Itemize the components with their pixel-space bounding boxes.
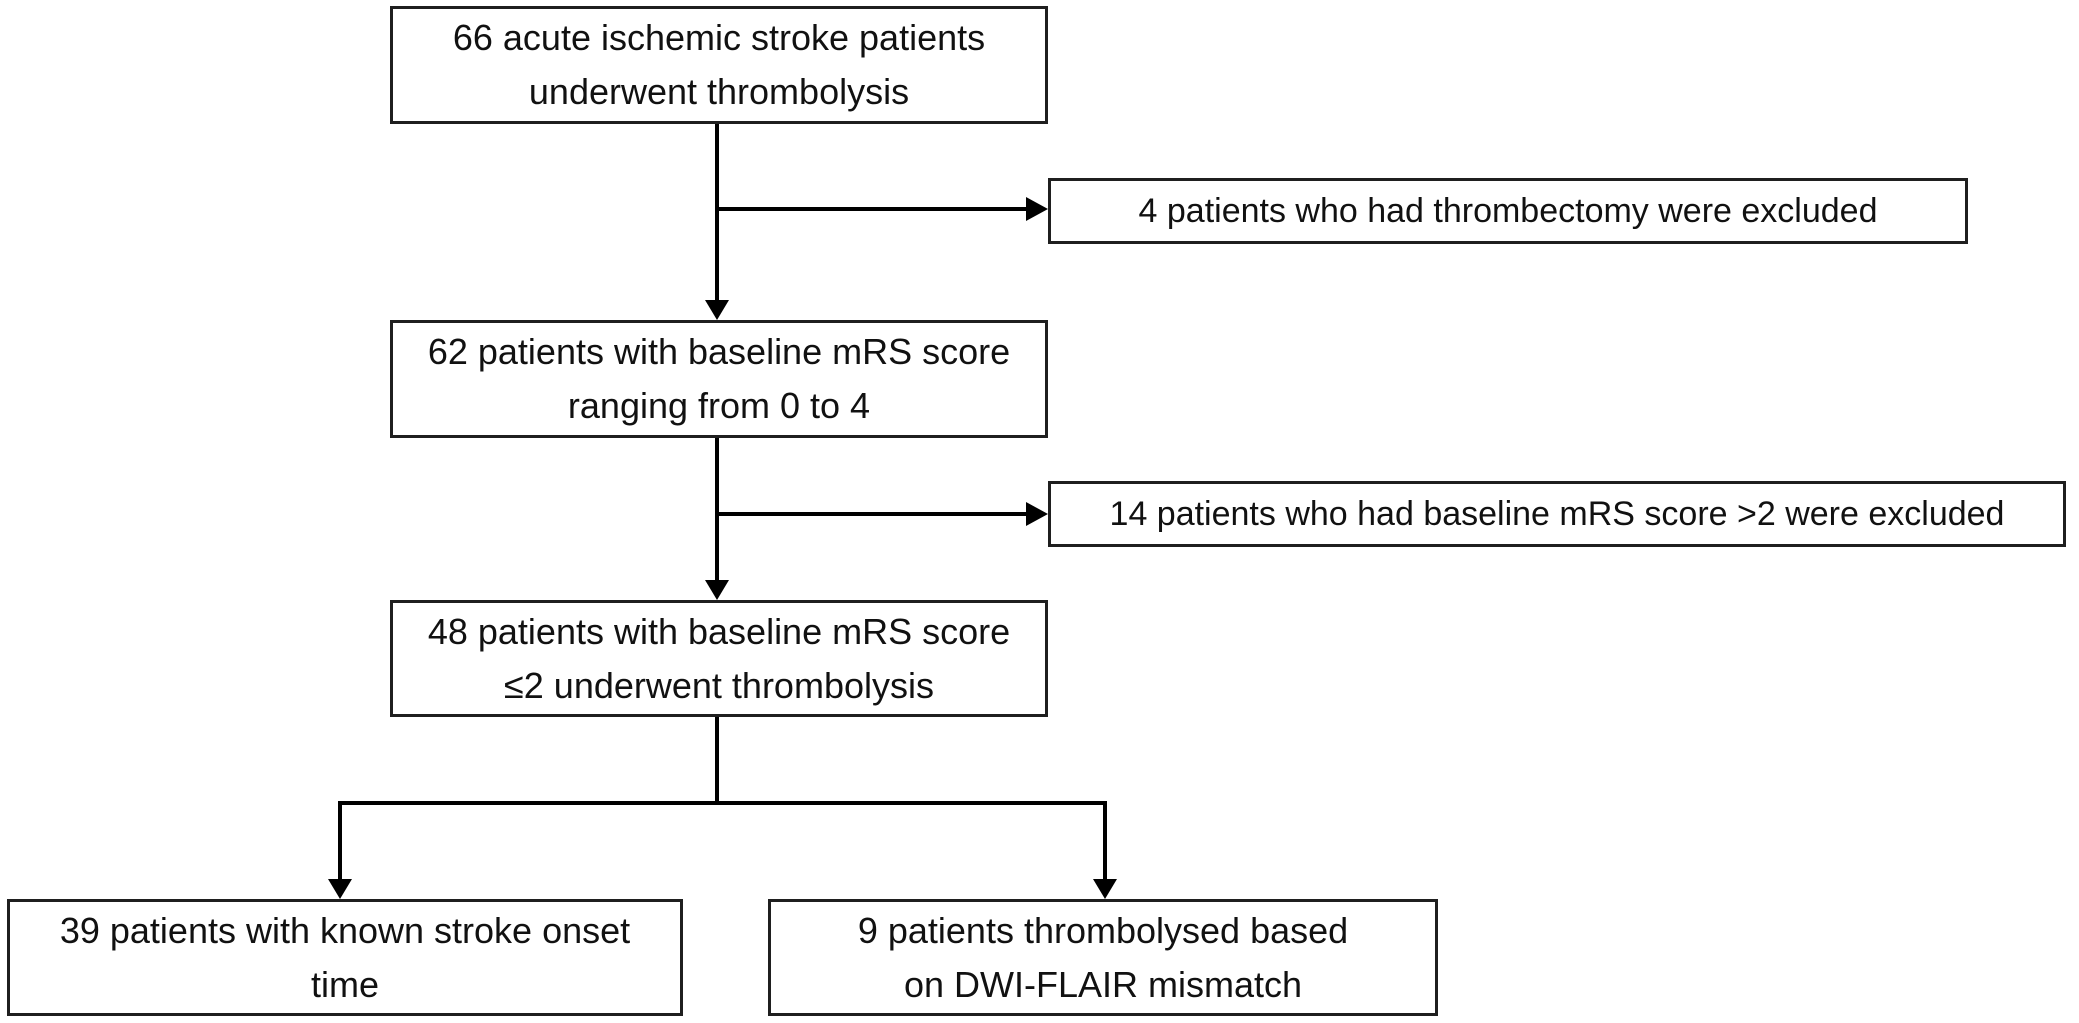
node-text-line: time bbox=[310, 963, 379, 1005]
node-text-line: 66 acute ischemic stroke patients bbox=[452, 17, 986, 58]
connector-branch-mrs-gt2-line bbox=[715, 512, 1026, 516]
node-text-line: 4 patients who had thrombectomy were exc… bbox=[1138, 192, 1878, 230]
connector-branch-thrombectomy-line bbox=[715, 207, 1026, 211]
node-text-line: 9 patients thrombolysed based bbox=[857, 909, 1349, 951]
node-text-line: ≤2 underwent thrombolysis bbox=[504, 664, 934, 706]
node-total-patients: 66 acute ischemic stroke patients underw… bbox=[390, 6, 1048, 124]
node-text-line: on DWI-FLAIR mismatch bbox=[903, 963, 1303, 1005]
connector-total-to-mrs04-line bbox=[715, 124, 719, 302]
arrow-down-icon bbox=[705, 300, 729, 320]
node-mrs-0-to-4: 62 patients with baseline mRS score rang… bbox=[390, 320, 1048, 438]
node-text-line: ranging from 0 to 4 bbox=[567, 385, 871, 426]
connector-mrsle2-trunk-line bbox=[715, 717, 719, 805]
connector-split-left-line bbox=[338, 801, 342, 881]
node-text-line: 62 patients with baseline mRS score bbox=[427, 331, 1011, 372]
node-text-line: underwent thrombolysis bbox=[528, 71, 910, 112]
node-text-line: 48 patients with baseline mRS score bbox=[427, 610, 1011, 652]
arrow-down-icon bbox=[1093, 879, 1117, 899]
arrow-down-icon bbox=[705, 580, 729, 600]
arrow-right-icon bbox=[1026, 502, 1048, 526]
connector-split-right-line bbox=[1103, 801, 1107, 881]
node-known-onset-time: 39 patients with known stroke onset time bbox=[7, 899, 683, 1016]
arrow-down-icon bbox=[328, 879, 352, 899]
node-dwi-flair-mismatch: 9 patients thrombolysed based on DWI-FLA… bbox=[768, 899, 1438, 1016]
node-excluded-mrs-gt2: 14 patients who had baseline mRS score >… bbox=[1048, 481, 2066, 547]
node-text-line: 14 patients who had baseline mRS score >… bbox=[1109, 495, 2005, 533]
connector-split-horizontal-line bbox=[338, 801, 1107, 805]
arrow-right-icon bbox=[1026, 197, 1048, 221]
connector-mrs04-to-mrsle2-line bbox=[715, 437, 719, 582]
node-mrs-le2: 48 patients with baseline mRS score ≤2 u… bbox=[390, 600, 1048, 717]
node-text-line: 39 patients with known stroke onset bbox=[59, 909, 631, 951]
node-excluded-thrombectomy: 4 patients who had thrombectomy were exc… bbox=[1048, 178, 1968, 244]
